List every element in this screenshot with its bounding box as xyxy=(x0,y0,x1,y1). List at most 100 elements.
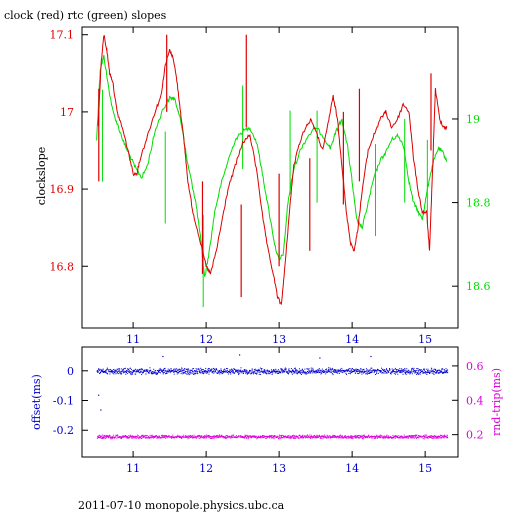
rndtrip-scatter-point xyxy=(386,435,388,437)
rndtrip-scatter-point xyxy=(197,435,199,437)
offset-scatter-point xyxy=(180,369,182,371)
offset-scatter-point xyxy=(142,372,144,374)
rndtrip-scatter-point xyxy=(364,436,366,438)
rndtrip-scatter-point xyxy=(144,437,146,439)
rndtrip-scatter-point xyxy=(362,435,363,437)
offset-scatter-point xyxy=(231,368,233,370)
offset-scatter-point xyxy=(193,373,195,375)
offset-scatter-point xyxy=(108,371,110,373)
offset-axes: 11 12 13 14 150-0.1-0.2 0.20.40.6 xyxy=(53,347,484,475)
offset-scatter-point xyxy=(351,369,352,371)
offset-scatter-point xyxy=(149,371,151,373)
offset-scatter-point xyxy=(380,370,381,372)
offset-scatter-point xyxy=(250,370,252,372)
offset-scatter-point xyxy=(333,371,335,373)
offset-scatter-point xyxy=(345,370,347,372)
rndtrip-scatter-point xyxy=(144,434,146,436)
rndtrip-scatter-point xyxy=(299,437,301,439)
offset-scatter-point xyxy=(419,373,421,375)
offset-scatter-point xyxy=(219,370,221,372)
offset-scatter-point xyxy=(317,369,319,371)
offset-scatter-point xyxy=(185,371,187,372)
rndtrip-scatter-point xyxy=(122,435,124,437)
rndtrip-scatter-point xyxy=(211,438,213,439)
rndtrip-scatter-point xyxy=(174,437,175,439)
rndtrip-scatter-point xyxy=(220,436,222,438)
offset-scatter-point xyxy=(424,372,426,374)
rndtrip-scatter-point xyxy=(167,436,169,438)
offset-scatter-point xyxy=(267,369,268,371)
offset-scatter-point xyxy=(276,372,278,374)
offset-scatter-point xyxy=(197,373,199,375)
rndtrip-scatter-point xyxy=(442,436,444,438)
offset-scatter-point xyxy=(213,368,215,370)
rndtrip-scatter-point xyxy=(148,437,150,439)
rndtrip-scatter-point xyxy=(114,436,116,438)
offset-scatter-point xyxy=(200,369,202,371)
rndtrip-scatter-point xyxy=(374,436,376,438)
rndtrip-scatter-point xyxy=(207,436,209,438)
rndtrip-scatter-point xyxy=(261,437,263,439)
offset-scatter-point xyxy=(444,372,446,374)
offset-scatter-point xyxy=(250,372,252,374)
rndtrip-scatter-point xyxy=(221,436,223,438)
rndtrip-scatter-point xyxy=(195,435,197,437)
rndtrip-scatter-point xyxy=(435,437,437,439)
offset-scatter-point xyxy=(383,369,385,371)
rndtrip-scatter-point xyxy=(124,435,126,437)
rndtrip-scatter-point xyxy=(96,437,98,439)
offset-scatter-point xyxy=(244,371,246,372)
offset-scatter-point xyxy=(289,370,291,372)
rndtrip-scatter-point xyxy=(347,437,349,439)
offset-scatter-point xyxy=(399,371,400,373)
rndtrip-scatter-point xyxy=(392,435,394,437)
rndtrip-scatter-point xyxy=(395,436,397,438)
offset-scatter-point xyxy=(272,371,274,373)
offset-scatter-point xyxy=(302,370,304,372)
offset-scatter-point xyxy=(125,371,126,373)
offset-scatter-point xyxy=(111,370,113,372)
offset-scatter-point xyxy=(313,370,315,372)
offset-scatter-point xyxy=(120,368,122,370)
offset-x-tick-label: 14 xyxy=(345,462,359,475)
rndtrip-scatter-point xyxy=(104,435,106,437)
rndtrip-scatter-point xyxy=(166,437,168,439)
rndtrip-scatter-point xyxy=(164,436,166,438)
rndtrip-y2-tick-label: 0.2 xyxy=(466,429,484,442)
offset-scatter-point xyxy=(177,369,179,371)
offset-scatter-point xyxy=(284,368,286,370)
rndtrip-scatter-point xyxy=(365,437,366,439)
rndtrip-scatter-point xyxy=(326,437,328,439)
offset-outlier-point xyxy=(370,355,372,358)
rndtrip-scatter-point xyxy=(327,435,329,437)
offset-scatter-point xyxy=(225,371,227,373)
offset-scatter-point xyxy=(323,371,325,373)
offset-scatter-point xyxy=(168,370,170,372)
offset-scatter-point xyxy=(351,371,353,373)
rndtrip-scatter-point xyxy=(229,436,230,438)
offset-scatter-point xyxy=(287,371,289,373)
offset-scatter-point xyxy=(163,368,165,370)
rndtrip-scatter-point xyxy=(284,436,286,438)
offset-scatter-point xyxy=(316,371,318,373)
rndtrip-scatter-point xyxy=(285,436,287,438)
offset-scatter-point xyxy=(152,371,154,373)
rndtrip-scatter-point xyxy=(200,436,202,438)
offset-scatter-point xyxy=(119,371,121,373)
offset-scatter-point xyxy=(123,370,125,372)
rndtrip-scatter-point xyxy=(309,437,311,438)
rndtrip-scatter-point xyxy=(160,437,161,439)
offset-y-tick-label: -0.2 xyxy=(53,424,74,437)
offset-scatter-point xyxy=(186,368,188,370)
offset-scatter-point xyxy=(157,370,159,371)
rndtrip-scatter-point xyxy=(261,435,263,436)
rndtrip-scatter-point xyxy=(351,436,353,438)
offset-scatter-point xyxy=(213,367,214,369)
rndtrip-scatter-point xyxy=(230,437,231,439)
offset-scatter-point xyxy=(331,373,333,375)
rndtrip-scatter-point xyxy=(326,434,328,436)
rndtrip-scatter-point xyxy=(350,437,352,438)
offset-scatter-point xyxy=(308,371,310,373)
offset-scatter-point xyxy=(370,370,372,372)
offset-scatter-point xyxy=(291,371,293,373)
